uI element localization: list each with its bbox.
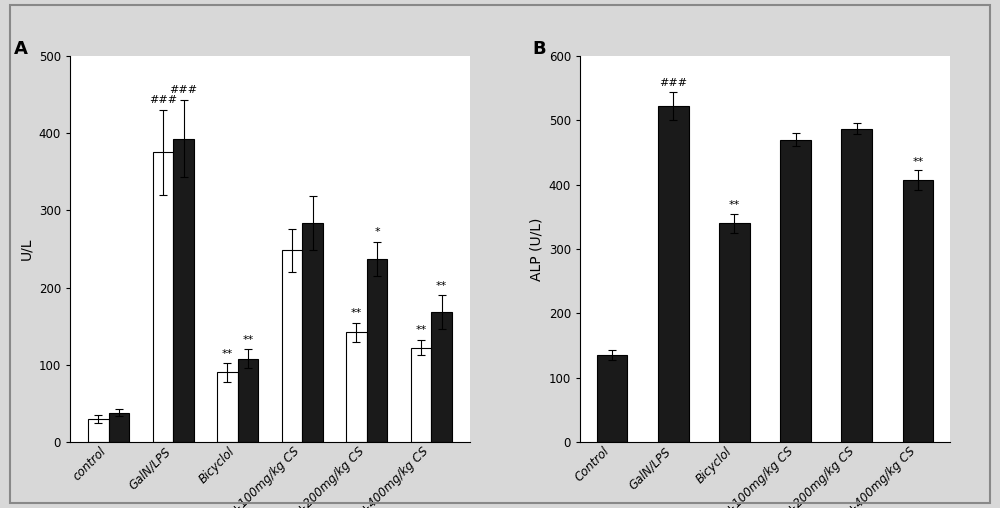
Text: A: A bbox=[14, 41, 28, 58]
Bar bbox=[282, 250, 302, 442]
Text: **: ** bbox=[222, 348, 233, 359]
Y-axis label: U/L: U/L bbox=[19, 238, 33, 260]
Text: ###: ### bbox=[149, 96, 177, 105]
Text: **: ** bbox=[242, 335, 254, 344]
Bar bbox=[173, 139, 194, 442]
Text: **: ** bbox=[729, 200, 740, 210]
Bar bbox=[238, 359, 258, 442]
Text: ###: ### bbox=[170, 85, 198, 96]
Bar bbox=[88, 419, 109, 442]
Bar bbox=[431, 312, 452, 442]
Text: *: * bbox=[374, 228, 380, 237]
Text: **: ** bbox=[436, 280, 447, 291]
Y-axis label: ALP (U/L): ALP (U/L) bbox=[529, 217, 543, 280]
Bar bbox=[597, 355, 627, 442]
Text: ###: ### bbox=[659, 78, 687, 88]
Bar bbox=[841, 129, 872, 442]
Text: **: ** bbox=[351, 308, 362, 319]
Text: B: B bbox=[532, 41, 546, 58]
Bar bbox=[658, 106, 689, 442]
Bar bbox=[346, 332, 367, 442]
Bar bbox=[367, 259, 387, 442]
Bar bbox=[217, 372, 238, 442]
Bar bbox=[903, 180, 933, 442]
Bar bbox=[153, 152, 173, 442]
Legend: ALT, AST: ALT, AST bbox=[604, 62, 672, 111]
Text: **: ** bbox=[912, 156, 924, 167]
Bar bbox=[109, 412, 129, 442]
Bar bbox=[302, 224, 323, 442]
Bar bbox=[780, 140, 811, 442]
Bar bbox=[719, 223, 750, 442]
Text: **: ** bbox=[415, 326, 426, 335]
Bar bbox=[411, 348, 431, 442]
